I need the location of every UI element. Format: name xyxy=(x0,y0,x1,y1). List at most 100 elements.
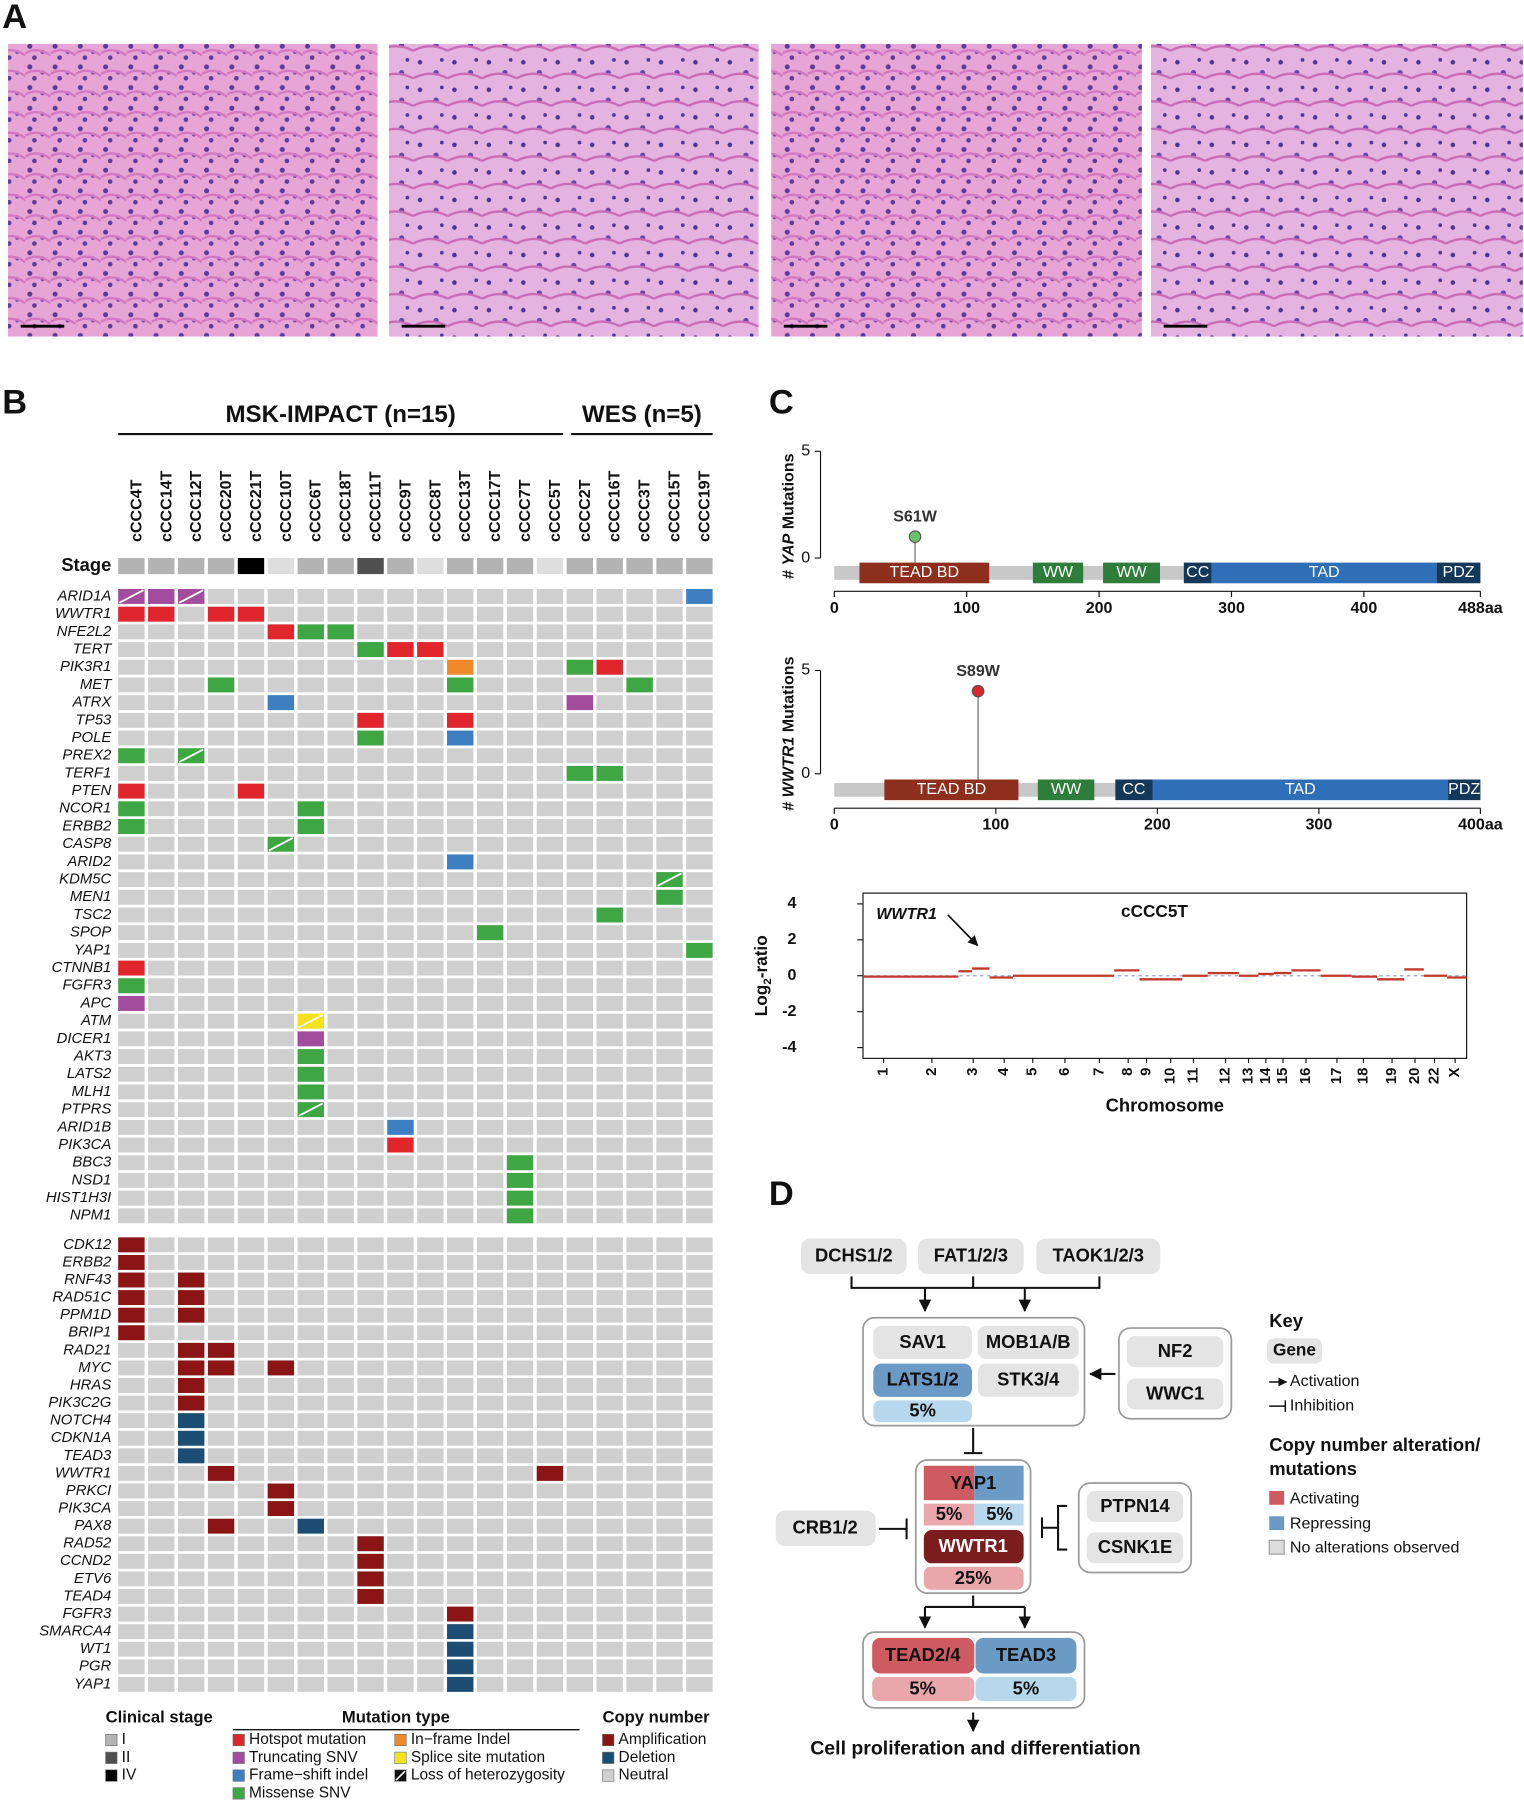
empty-cell xyxy=(686,1659,713,1675)
empty-cell xyxy=(177,1606,205,1622)
frequency-box xyxy=(975,1676,1077,1702)
empty-cell xyxy=(686,624,713,640)
empty-cell xyxy=(536,1013,564,1029)
empty-cell xyxy=(387,1659,414,1675)
legend-swatch-diagonal xyxy=(395,1770,406,1781)
empty-cell xyxy=(327,1137,354,1153)
inhibition-arrow xyxy=(879,1518,908,1540)
empty-cell xyxy=(327,606,354,622)
empty-cell xyxy=(207,1659,235,1675)
gene-label: SPOP xyxy=(70,925,111,941)
empty-cell xyxy=(536,589,564,604)
empty-cell xyxy=(148,1190,175,1206)
empty-cell xyxy=(506,1641,534,1657)
empty-cell xyxy=(148,1172,175,1188)
empty-cell xyxy=(566,1378,594,1393)
y-axis-label: # YAP Mutations xyxy=(780,453,798,579)
empty-cell xyxy=(686,1676,713,1692)
empty-cell xyxy=(447,996,474,1011)
mutation-cell xyxy=(506,1155,534,1171)
empty-cell xyxy=(387,801,414,817)
empty-cell xyxy=(536,1659,564,1675)
empty-cell xyxy=(536,659,564,675)
empty-cell xyxy=(207,1237,235,1253)
empty-cell xyxy=(267,1553,295,1569)
empty-cell xyxy=(417,1395,444,1411)
empty-cell xyxy=(387,712,414,728)
empty-cell xyxy=(177,1254,205,1270)
copy-number-cell xyxy=(177,1448,205,1464)
empty-cell xyxy=(596,1190,623,1206)
empty-cell xyxy=(566,1448,594,1464)
empty-cell xyxy=(566,960,594,976)
loh-mark xyxy=(268,837,294,852)
empty-cell xyxy=(596,1501,623,1517)
empty-cell xyxy=(118,1589,145,1604)
mutation-cell xyxy=(327,624,354,640)
node xyxy=(775,1510,876,1547)
mutation-cell xyxy=(506,1190,534,1206)
empty-cell xyxy=(148,872,175,888)
empty-cell xyxy=(417,1659,444,1675)
empty-cell xyxy=(626,942,653,958)
domain xyxy=(1115,779,1153,801)
empty-cell xyxy=(237,589,265,604)
empty-cell xyxy=(357,748,384,764)
mutation-cell xyxy=(118,801,145,817)
empty-cell xyxy=(476,1290,504,1306)
empty-cell xyxy=(596,1536,623,1552)
empty-cell xyxy=(686,677,713,693)
empty-cell xyxy=(566,1172,594,1188)
key-subtitle: mutations xyxy=(1269,1458,1357,1479)
empty-cell xyxy=(506,1272,534,1288)
empty-cell xyxy=(447,801,474,817)
key-label: Activation xyxy=(1290,1372,1360,1390)
stage-cell xyxy=(207,558,235,575)
empty-cell xyxy=(148,624,175,640)
sample-label: cCCC10T xyxy=(277,470,295,542)
empty-cell xyxy=(387,1483,414,1499)
empty-cell xyxy=(177,712,205,728)
x-tick-label: 9 xyxy=(1138,1068,1154,1076)
inhibition-arrow xyxy=(963,1427,983,1455)
empty-cell xyxy=(387,1190,414,1206)
empty-cell xyxy=(686,872,713,888)
empty-cell xyxy=(536,1641,564,1657)
empty-cell xyxy=(686,765,713,781)
domain xyxy=(1211,562,1437,584)
empty-cell xyxy=(118,942,145,958)
empty-cell xyxy=(656,1013,683,1029)
empty-cell xyxy=(626,1137,653,1153)
empty-cell xyxy=(506,1031,534,1047)
empty-cell xyxy=(417,589,444,604)
empty-cell xyxy=(566,1342,594,1358)
empty-cell xyxy=(148,1254,175,1270)
empty-cell xyxy=(237,1342,265,1358)
empty-cell xyxy=(207,1483,235,1499)
empty-cell xyxy=(387,960,414,976)
node-label: SAV1 xyxy=(899,1331,946,1352)
empty-cell xyxy=(506,1102,534,1118)
empty-cell xyxy=(566,1190,594,1206)
empty-cell xyxy=(118,1119,145,1135)
empty-cell xyxy=(536,854,564,870)
empty-cell xyxy=(626,783,653,799)
empty-cell xyxy=(686,1031,713,1047)
empty-cell xyxy=(476,1606,504,1622)
empty-cell xyxy=(297,1483,324,1499)
empty-cell xyxy=(177,1483,205,1499)
empty-cell xyxy=(656,642,683,658)
key-swatch xyxy=(1268,1539,1285,1555)
empty-cell xyxy=(118,1553,145,1569)
empty-cell xyxy=(506,1049,534,1065)
empty-cell xyxy=(297,748,324,764)
empty-cell xyxy=(207,1641,235,1657)
empty-cell xyxy=(297,1155,324,1171)
empty-cell xyxy=(357,996,384,1011)
empty-cell xyxy=(476,1641,504,1657)
empty-cell xyxy=(626,889,653,905)
empty-cell xyxy=(626,1430,653,1446)
gene-label: PIK3CA xyxy=(58,1137,111,1153)
empty-cell xyxy=(656,836,683,852)
empty-cell xyxy=(656,730,683,746)
